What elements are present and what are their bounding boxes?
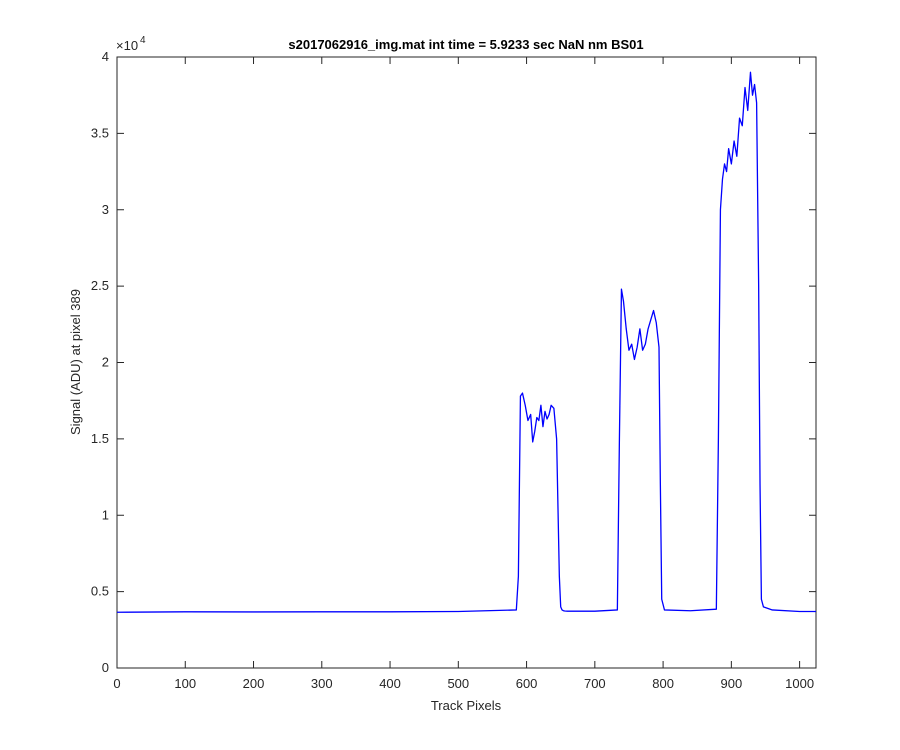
x-tick-label: 700	[584, 676, 606, 691]
axes-box	[116, 56, 817, 669]
y-tick-label: 0.5	[91, 584, 109, 599]
y-exponent-base: ×10	[116, 38, 138, 53]
x-tick-label: 900	[721, 676, 743, 691]
x-tick-label: 400	[379, 676, 401, 691]
x-tick-label: 800	[652, 676, 674, 691]
x-tick-label: 100	[174, 676, 196, 691]
series-line-0	[116, 71, 816, 613]
x-axis-label: Track Pixels	[431, 698, 502, 713]
x-tick-label: 500	[447, 676, 469, 691]
y-exponent-power: 4	[140, 35, 146, 46]
x-tick-label: 200	[243, 676, 265, 691]
x-tick-label: 600	[516, 676, 538, 691]
x-tick-label: 0	[113, 676, 120, 691]
plot-area	[116, 56, 817, 669]
y-tick-label: 3	[102, 202, 109, 217]
y-tick-label: 0	[102, 660, 109, 675]
y-axis-label: Signal (ADU) at pixel 389	[68, 289, 83, 435]
tick-labels: 0 100 200 300 400 500 600 700 800 900 1000 0 0.5 1 1.5…	[91, 49, 814, 691]
chart-title: s2017062916_img.mat int time = 5.9233 se…	[288, 37, 643, 52]
x-tick-label: 1000	[785, 676, 814, 691]
y-tick-label: 2.5	[91, 278, 109, 293]
y-tick-label: 4	[102, 49, 109, 64]
x-tick-label: 300	[311, 676, 333, 691]
y-tick-label: 1	[102, 507, 109, 522]
tick-marks	[116, 56, 816, 669]
y-axis-exponent: ×10 4	[116, 35, 146, 53]
y-tick-label: 2	[102, 355, 109, 370]
y-tick-label: 3.5	[91, 125, 109, 140]
y-tick-label: 1.5	[91, 431, 109, 446]
